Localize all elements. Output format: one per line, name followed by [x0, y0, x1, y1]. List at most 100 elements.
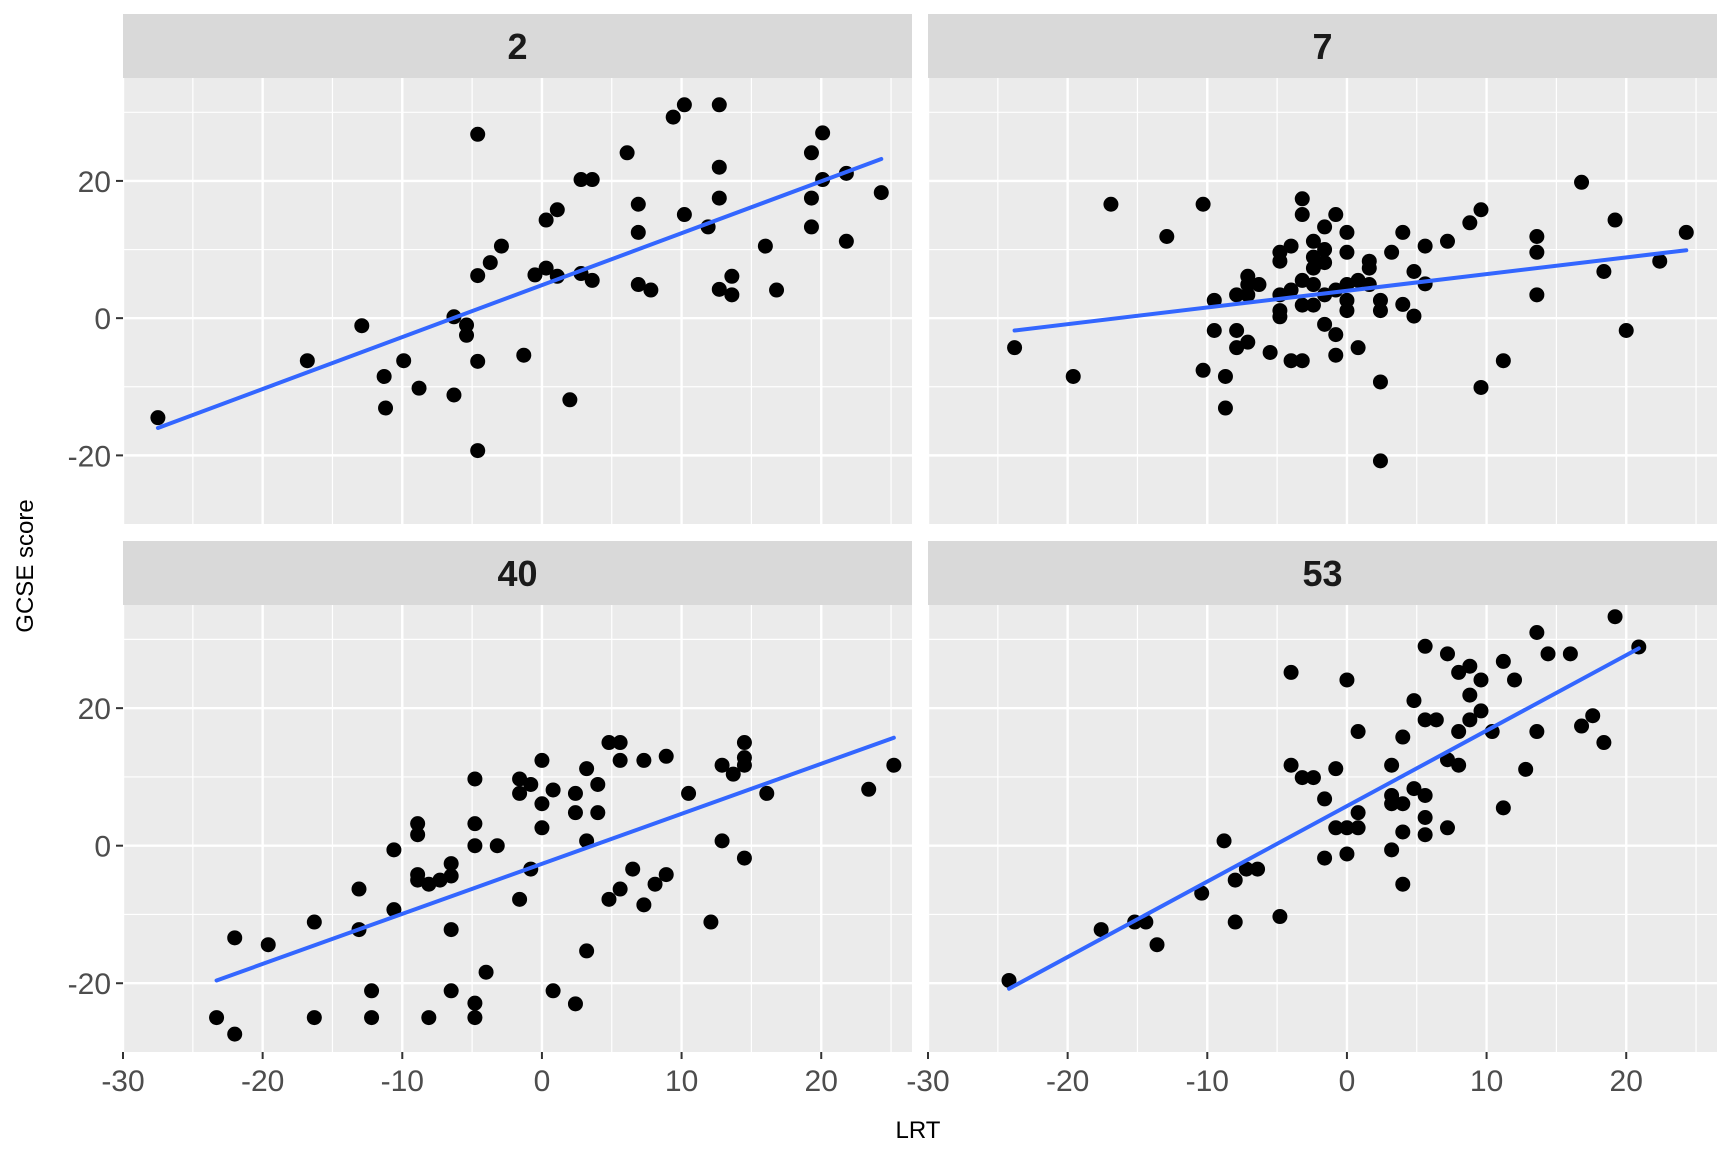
data-point — [1206, 323, 1222, 339]
data-point — [1317, 255, 1333, 271]
data-point — [759, 785, 775, 801]
data-point — [364, 1010, 380, 1026]
data-point — [1339, 672, 1355, 688]
data-point — [1529, 724, 1545, 740]
data-point — [1350, 820, 1366, 836]
data-point — [625, 861, 641, 877]
data-point — [1529, 244, 1545, 260]
data-point — [1395, 224, 1411, 240]
x-tick-label: -30 — [906, 1065, 949, 1098]
data-point — [1283, 282, 1299, 298]
data-point — [1574, 718, 1590, 734]
data-point — [354, 318, 370, 334]
data-point — [757, 238, 773, 254]
x-tick-label: -20 — [1046, 1065, 1089, 1098]
facet-panel-7: 7 — [926, 14, 1717, 524]
data-point — [1529, 287, 1545, 303]
data-point — [601, 735, 617, 751]
data-point — [209, 1010, 225, 1026]
data-point — [1217, 368, 1233, 384]
data-point — [482, 255, 498, 271]
data-point — [676, 97, 692, 113]
data-point — [1618, 323, 1634, 339]
data-point — [1451, 724, 1467, 740]
data-point — [1328, 347, 1344, 363]
data-point — [396, 353, 412, 369]
data-point — [601, 891, 617, 907]
data-point — [493, 238, 509, 254]
x-tick-label: 0 — [534, 1065, 551, 1098]
data-point — [612, 735, 628, 751]
facet-strip — [123, 541, 912, 605]
data-point — [1406, 693, 1422, 709]
data-point — [1507, 672, 1523, 688]
data-point — [376, 368, 392, 384]
data-point — [636, 752, 652, 768]
data-point — [1317, 316, 1333, 332]
data-point — [443, 922, 459, 938]
data-point — [523, 776, 539, 792]
regression-line — [214, 735, 896, 983]
data-point — [467, 816, 483, 832]
data-point — [1305, 297, 1321, 313]
data-point — [538, 260, 554, 276]
data-point — [1339, 224, 1355, 240]
data-point — [736, 850, 752, 866]
data-point — [1462, 712, 1478, 728]
data-point — [1417, 638, 1433, 654]
x-axis-title: LRT — [896, 1117, 941, 1144]
data-point — [1384, 757, 1400, 773]
data-point — [1495, 653, 1511, 669]
data-point — [1272, 309, 1288, 325]
data-point — [1328, 761, 1344, 777]
data-point — [1149, 937, 1165, 953]
data-point — [470, 126, 486, 142]
data-point — [1251, 277, 1267, 293]
data-point — [647, 876, 663, 892]
data-point — [1607, 609, 1623, 625]
panel-background — [928, 605, 1717, 1052]
data-point — [1339, 846, 1355, 862]
data-point — [1350, 724, 1366, 740]
data-point — [1406, 781, 1422, 797]
data-point — [725, 766, 741, 782]
data-point — [1328, 820, 1344, 836]
data-point — [567, 785, 583, 801]
facet-panel-2: 2 -20 0 20 — [68, 14, 912, 524]
data-point — [227, 1026, 243, 1042]
data-point — [1372, 453, 1388, 469]
facet-panels: 2 -20 0 20 7 40 -20 0 20 -30 -20 -10 0 10 20 53 -30 -20 -1… — [68, 14, 1717, 1098]
data-point — [1417, 787, 1433, 803]
data-point — [1229, 323, 1245, 339]
facet-strip — [928, 14, 1717, 78]
data-point — [1294, 207, 1310, 223]
data-point — [512, 785, 528, 801]
data-point — [1229, 287, 1245, 303]
facet-panel-40: 40 -20 0 20 -30 -20 -10 0 10 20 — [68, 541, 912, 1098]
facet-strip-label: 2 — [507, 26, 527, 67]
data-point — [1372, 303, 1388, 319]
data-point — [1361, 260, 1377, 276]
data-point — [1439, 820, 1455, 836]
data-point — [724, 268, 740, 284]
data-point — [1328, 327, 1344, 343]
data-point — [1384, 796, 1400, 812]
data-point — [1216, 833, 1232, 849]
data-point — [1305, 260, 1321, 276]
data-point — [1317, 242, 1333, 258]
x-tick-label: 20 — [805, 1065, 838, 1098]
data-point — [1428, 712, 1444, 728]
data-point — [516, 347, 532, 363]
data-point — [467, 995, 483, 1011]
data-point — [1305, 277, 1321, 293]
data-point — [803, 145, 819, 161]
data-point — [1328, 207, 1344, 223]
data-point — [1462, 687, 1478, 703]
data-point — [1607, 212, 1623, 228]
data-point — [1272, 909, 1288, 925]
data-point — [1439, 646, 1455, 662]
facet-strip-label: 7 — [1312, 26, 1332, 67]
data-point — [619, 145, 635, 161]
data-point — [1678, 224, 1694, 240]
y-tick-label: 0 — [94, 831, 111, 864]
